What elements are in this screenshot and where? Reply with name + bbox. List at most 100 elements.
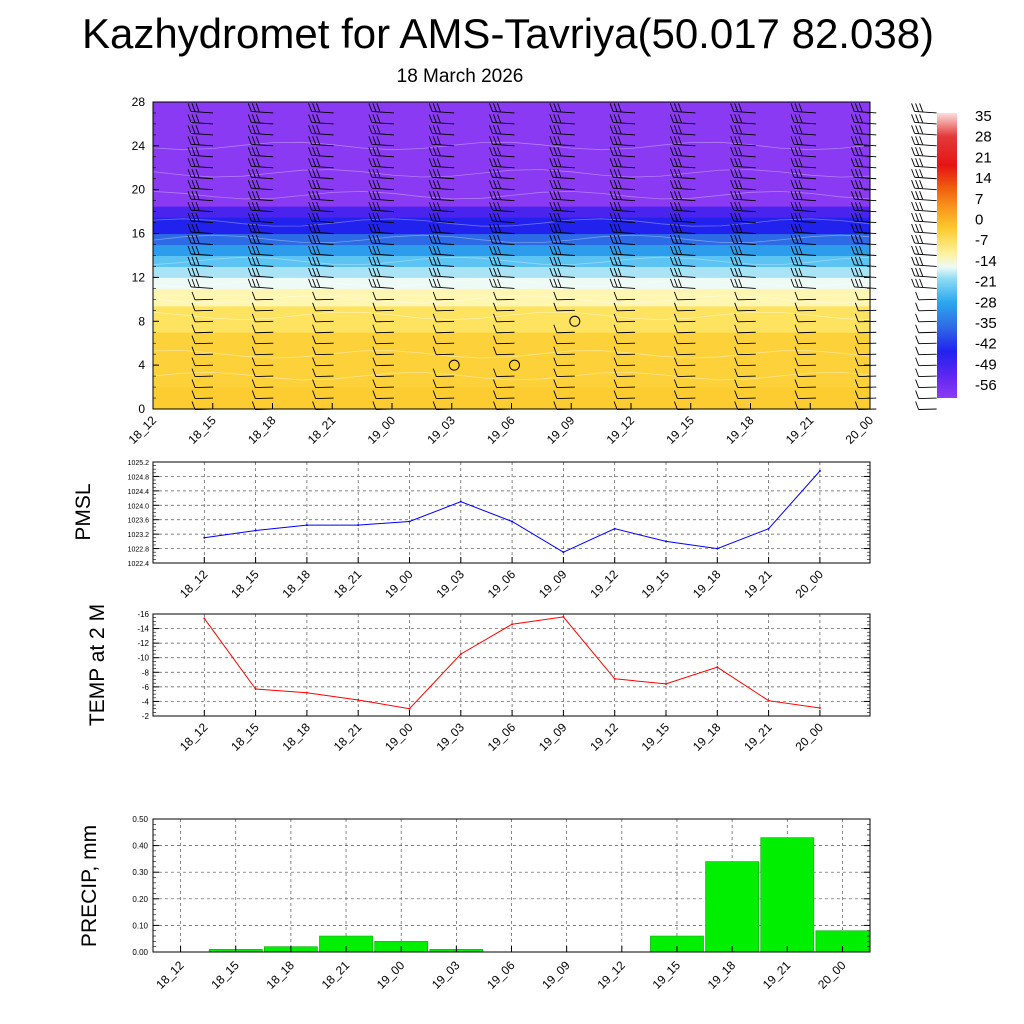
wind-barb-feather [312,136,317,145]
wind-barb-staff [371,209,394,213]
wind-barb-feather [790,180,795,189]
wind-barb-staff [492,242,515,245]
isotherm-contour [152,190,871,200]
wind-barb-feather [251,191,256,200]
wind-barb-feather [854,324,859,333]
wind-barb-feather [734,114,739,123]
wind-barb-feather [919,201,924,211]
wind-barb-staff [737,320,756,323]
wind-barb-feather [489,147,493,156]
x-tick-label: 18_21 [305,413,339,447]
wind-barb-feather [195,158,200,167]
wind-barb-feather [911,180,916,189]
wind-barb-staff [190,154,214,158]
colorbar-scale [937,113,957,398]
wind-barb-feather [308,158,313,167]
y-tick-label: -14 [137,625,149,634]
wind-barb-feather [191,256,196,266]
y-tick-label: 0.10 [132,921,148,930]
wind-barb-feather [368,147,373,156]
wind-barb-feather [794,390,799,399]
wind-barb-feather [734,158,739,167]
wind-barb-feather [673,313,678,322]
wind-barb-staff [617,386,636,389]
wind-barb-feather [613,245,618,255]
wind-barb-staff [255,298,274,301]
wind-barb-feather [312,245,317,255]
wind-barb-feather [497,125,501,134]
wind-barb-feather [312,291,317,301]
wind-barb-feather [669,103,674,112]
wind-barb-feather [854,191,859,200]
wind-barb-staff [556,353,575,356]
wind-barb-feather [187,256,192,266]
wind-barb-feather [497,278,501,288]
wind-barb-feather [312,401,317,410]
wind-barb-feather [376,245,381,255]
wind-barb-feather [255,201,260,211]
wind-barb-feather [489,245,493,255]
wind-barb-feather [557,191,562,200]
wind-barb-staff [190,242,214,245]
wind-barb-feather [794,201,799,211]
isotherm-contour [152,218,871,227]
wind-barb-feather [669,245,674,255]
x-tick-label: 18_18 [245,413,279,447]
wind-barb-staff [552,187,575,191]
wind-barb-feather [617,136,622,145]
wind-barb-feather [919,223,924,233]
wind-barb-feather [368,245,373,255]
wind-barb-staff [854,187,877,191]
wind-barb-feather [613,125,618,134]
wind-barb-staff [371,132,394,136]
wind-barb-staff [613,286,636,289]
wind-barb-staff [797,309,817,312]
wind-barb-staff [854,275,877,278]
wind-barb-feather [493,103,497,112]
wind-barb-staff [311,111,334,114]
isotherm-contour [152,295,871,304]
wind-barb-feather [436,212,441,222]
wind-barb-feather [376,169,381,178]
wind-barb-staff [492,111,515,114]
wind-barb-staff [371,121,394,125]
wind-barb-feather [613,357,618,366]
wind-barb-feather [919,256,924,266]
wind-barb-feather [549,147,554,156]
wind-barb-feather [372,324,377,333]
wind-barb-feather [850,136,855,145]
wind-barb-feather [911,245,916,255]
wind-barb-feather [738,191,743,200]
wind-barb-staff [918,364,937,367]
wind-barb-staff [617,342,636,345]
wind-barb-staff [190,165,214,169]
colorbar-label: -7 [975,232,988,249]
wind-barb-staff [613,121,636,125]
wind-barb-feather [794,346,799,355]
wind-barb-feather [673,180,678,189]
wind-barb-feather [372,114,377,123]
wind-barb-feather [489,201,493,211]
wind-barb-staff [375,386,394,389]
wind-barb-feather [489,103,493,112]
wind-barb-staff [797,320,817,323]
wind-barb-feather [432,234,437,244]
wind-barb-feather [911,234,916,244]
wind-barb-feather [251,291,256,301]
wind-barb-staff [432,209,455,213]
wind-barb-feather [738,245,743,255]
colorbar-labels: 35 28 21 14 7 0 -7 -14 -21 -28 -35 -42 -49 -56 [975,108,997,394]
wind-barb-feather [613,180,618,189]
wind-barb-staff [797,331,817,334]
wind-barb-feather [255,256,260,266]
wind-barb-feather [493,368,497,377]
wind-barb-feather [553,180,558,189]
wind-barb-feather [432,313,437,322]
data-point [459,653,462,656]
wind-barb-staff [854,231,877,235]
wind-barb-feather [372,278,377,288]
wind-barb-feather [911,267,916,277]
wind-barb-feather [790,223,795,233]
wind-barb-staff [432,198,455,202]
wind-barb-feather [251,147,256,156]
